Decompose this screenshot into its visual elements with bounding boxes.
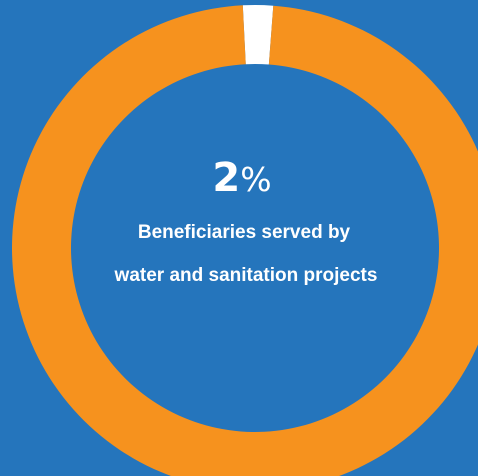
slice-water-sanitation	[242, 4, 274, 65]
donut-slices	[12, 4, 478, 476]
